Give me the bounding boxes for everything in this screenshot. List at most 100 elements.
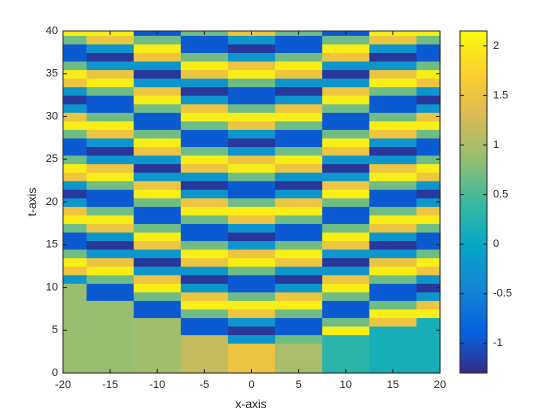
x-tick-label: 20 <box>434 379 446 391</box>
colorbar-swatch <box>460 236 487 240</box>
colorbar-swatch <box>460 88 487 92</box>
heatmap-cell <box>322 214 370 224</box>
heatmap-cell <box>86 103 135 113</box>
heatmap-cell <box>227 103 276 113</box>
heatmap-cell <box>63 112 88 122</box>
colorbar-swatch <box>460 267 487 271</box>
heatmap-cell <box>275 214 323 224</box>
heatmap-cell <box>369 317 418 327</box>
heatmap-cell <box>322 223 370 233</box>
x-tick-label: -15 <box>102 379 118 391</box>
colorbar-swatch <box>460 119 487 123</box>
heatmap-cell <box>322 137 370 148</box>
heatmap-cell <box>369 334 418 344</box>
heatmap-cell <box>63 368 88 374</box>
x-tick-label: -20 <box>55 379 71 391</box>
colorbar-swatch <box>460 142 487 146</box>
colorbar-swatch <box>460 182 487 186</box>
colorbar-swatch <box>460 31 487 35</box>
heatmap-cell <box>275 146 323 156</box>
heatmap-cell <box>180 43 229 53</box>
heatmap-cell <box>180 274 229 284</box>
heatmap-cell <box>63 69 88 79</box>
heatmap-cell <box>133 129 182 139</box>
heatmap-cell <box>63 189 88 199</box>
heatmap-cell <box>275 103 323 113</box>
y-tick-label: 20 <box>46 196 58 208</box>
heatmap-cell <box>416 180 441 190</box>
heatmap-cell <box>133 137 182 148</box>
heatmap-cell <box>180 78 229 88</box>
heatmap-cell <box>275 163 323 173</box>
heatmap-cell <box>63 172 88 182</box>
heatmap-cell <box>227 86 276 96</box>
colorbar-swatch <box>460 284 487 288</box>
heatmap-cell <box>227 78 276 88</box>
heatmap-cell <box>180 325 229 336</box>
heatmap-cell <box>227 206 276 216</box>
heatmap-cell <box>63 35 88 45</box>
heatmap-cell <box>86 325 135 336</box>
heatmap-cell <box>63 360 88 370</box>
colorbar-swatch <box>460 113 487 117</box>
heatmap-cell <box>275 291 323 301</box>
heatmap-cell <box>133 78 182 88</box>
colorbar-swatch <box>460 39 487 43</box>
y-axis-label: t-axis <box>25 188 39 217</box>
heatmap-cell <box>180 189 229 199</box>
heatmap-cell <box>322 112 370 122</box>
colorbar-tick-label: 2 <box>493 40 499 52</box>
x-axis-label: x-axis <box>235 397 266 411</box>
heatmap-cell <box>322 197 370 207</box>
heatmap-cell <box>322 180 370 190</box>
heatmap-cell <box>133 214 182 224</box>
colorbar-swatch <box>460 62 487 66</box>
colorbar-swatch <box>460 219 487 223</box>
heatmap-cell <box>227 240 276 250</box>
heatmap-cell <box>63 43 88 53</box>
heatmap-cell <box>369 300 418 310</box>
colorbar-swatch <box>460 145 487 149</box>
heatmap-cell <box>227 137 276 148</box>
heatmap-cell <box>227 154 276 165</box>
heatmap-cell <box>133 334 182 344</box>
heatmap-cell <box>322 274 370 284</box>
heatmap-cell <box>180 206 229 216</box>
heatmap-cell <box>86 69 135 79</box>
heatmap-cell <box>275 257 323 267</box>
heatmap-cell <box>133 206 182 216</box>
heatmap-cell <box>275 120 323 130</box>
colorbar-swatch <box>460 147 487 152</box>
colorbar-swatch <box>460 327 487 331</box>
heatmap-cell <box>322 86 370 96</box>
heatmap-cell <box>86 137 135 148</box>
heatmap-cell <box>369 86 418 96</box>
heatmap-cell <box>322 334 370 344</box>
heatmap-cell <box>416 360 441 370</box>
heatmap-cell <box>133 317 182 327</box>
colorbar-swatch <box>460 56 487 60</box>
y-tick-label: 15 <box>46 239 58 251</box>
heatmap-cell <box>180 343 229 353</box>
colorbar-swatch <box>460 45 487 49</box>
colorbar-swatch <box>460 167 487 172</box>
heatmap-cell <box>275 137 323 148</box>
heatmap-cell <box>63 52 88 62</box>
heatmap-cell <box>322 343 370 353</box>
heatmap-cell <box>133 223 182 233</box>
heatmap-cell <box>322 206 370 216</box>
heatmap-cell <box>86 206 135 216</box>
heatmap-cell <box>369 189 418 199</box>
heatmap-cell <box>275 231 323 242</box>
colorbar-swatch <box>460 247 487 251</box>
heatmap-cell <box>63 283 88 293</box>
colorbar-swatch <box>460 244 487 249</box>
heatmap-cell <box>133 308 182 319</box>
heatmap-cell <box>369 197 418 207</box>
colorbar-swatch <box>460 278 487 283</box>
heatmap-cell <box>369 223 418 233</box>
colorbar-swatch <box>460 301 487 306</box>
colorbar-swatch <box>460 196 487 200</box>
heatmap-cell <box>369 257 418 267</box>
